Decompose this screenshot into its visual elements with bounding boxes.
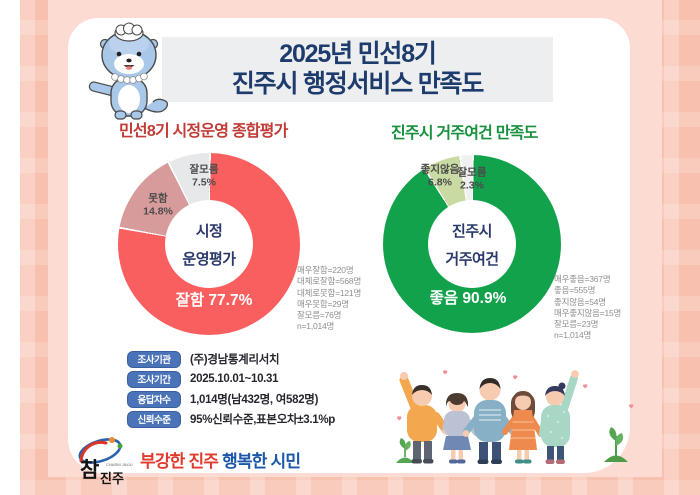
- donut-left-center: 시정 운영평가: [165, 200, 253, 288]
- svg-text:진주: 진주: [100, 471, 124, 486]
- people-holding-hands-illustration: [396, 370, 634, 464]
- donut-right-center-line1: 진주시: [452, 222, 492, 240]
- info-value: 1,014명(남432명, 여582명): [190, 394, 319, 406]
- left-segment-label-dontknow: 잘모름 7.5%: [189, 163, 219, 189]
- right-chart-title: 진주시 거주여건 만족도: [391, 125, 538, 142]
- slogan-part-blue: 행복한 시민: [222, 452, 301, 471]
- person-mint-sweater: [539, 370, 579, 464]
- survey-info-table: 조사기관 (주)경남통계리서치 조사기간 2025.10.01~10.31 응답…: [127, 349, 335, 429]
- sprout-left: [396, 438, 414, 463]
- right-segment-label-good: 좋음 90.9%: [429, 290, 507, 307]
- page-title-line2: 진주시 행정서비스 만족도: [231, 70, 484, 98]
- slogan-part-red: 부강한 진주: [140, 452, 219, 471]
- city-slogan: 부강한 진주 행복한 시민: [140, 447, 301, 472]
- heart-icon: [397, 370, 634, 421]
- left-chart-title: 민선8기 시정운영 종합평가: [119, 123, 288, 140]
- table-row: 조사기관 (주)경남통계리서치: [127, 349, 335, 369]
- donut-right-center-line2: 거주여건: [445, 250, 499, 268]
- info-label-badge: 응답자수: [127, 390, 181, 408]
- svg-text:참: 참: [80, 459, 99, 482]
- info-value: 2025.10.01~10.31: [190, 373, 279, 385]
- page-title-line1: 2025년 민선8기: [279, 40, 437, 68]
- info-value: 95%신뢰수준,표본오차±3.1%p: [190, 414, 335, 426]
- title-band: 2025년 민선8기 진주시 행정서비스 만족도: [162, 37, 553, 102]
- right-segment-label-notgood: 좋지않음 6.8%: [420, 163, 460, 189]
- person-orange-dress: [502, 391, 544, 464]
- info-label-badge: 조사기관: [127, 350, 181, 368]
- table-row: 응답자수 1,014명(남432명, 여582명): [127, 389, 335, 409]
- otter-mascot-illustration: [88, 22, 169, 120]
- info-label-badge: 신뢰수준: [127, 410, 181, 428]
- charm-jinju-logo: 참 진주 CHARM JINJU: [78, 437, 133, 486]
- person-teal-sweater: [462, 378, 518, 464]
- info-value: (주)경남통계리서치: [190, 354, 280, 366]
- donut-left-center-line1: 시정: [195, 222, 223, 240]
- left-segment-label-bad: 못함 14.8%: [143, 192, 173, 218]
- right-segment-label-dontknow: 잘모름 2.3%: [457, 166, 487, 192]
- donut-left-center-line2: 운영평가: [182, 250, 236, 268]
- left-chart-annotations: 매우잘함=220명 대체로잘함=568명 대체로못함=121명 매우못함=29명…: [297, 265, 362, 332]
- right-chart-annotations: 매우좋음=367명 좋음=555명 좋지않음=54명 매우좋지않음=15명 잘모…: [554, 274, 622, 341]
- table-row: 신뢰수준 95%신뢰수준,표본오차±3.1%p: [127, 409, 335, 429]
- left-segment-label-good: 잘함 77.7%: [175, 292, 253, 309]
- table-row: 조사기간 2025.10.01~10.31: [127, 369, 335, 389]
- logo-subtext-en: CHARM JINJU: [106, 462, 133, 467]
- info-label-badge: 조사기간: [127, 370, 181, 388]
- donut-right-center: 진주시 거주여건: [428, 200, 516, 288]
- sprout-right: [604, 427, 628, 462]
